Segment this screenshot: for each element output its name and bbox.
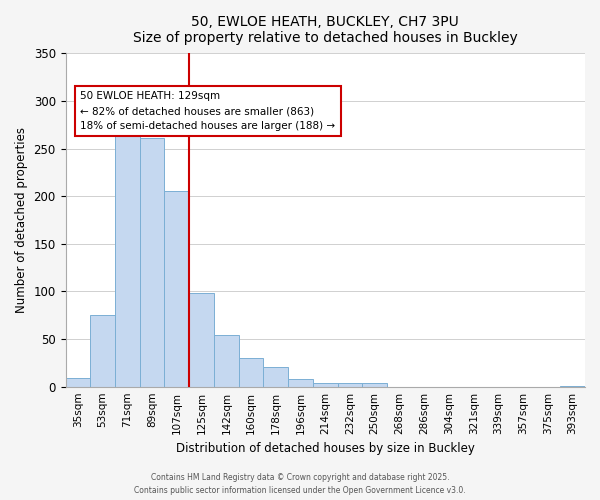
Bar: [263, 366, 288, 386]
Bar: [140, 138, 164, 386]
Bar: [214, 335, 239, 386]
Bar: [338, 383, 362, 386]
Bar: [189, 294, 214, 386]
Bar: [313, 383, 338, 386]
Bar: [115, 112, 140, 386]
Bar: [288, 379, 313, 386]
Bar: [90, 315, 115, 386]
Text: Contains HM Land Registry data © Crown copyright and database right 2025.
Contai: Contains HM Land Registry data © Crown c…: [134, 474, 466, 495]
Text: 50 EWLOE HEATH: 129sqm
← 82% of detached houses are smaller (863)
18% of semi-de: 50 EWLOE HEATH: 129sqm ← 82% of detached…: [80, 92, 335, 131]
Title: 50, EWLOE HEATH, BUCKLEY, CH7 3PU
Size of property relative to detached houses i: 50, EWLOE HEATH, BUCKLEY, CH7 3PU Size o…: [133, 15, 518, 45]
X-axis label: Distribution of detached houses by size in Buckley: Distribution of detached houses by size …: [176, 442, 475, 455]
Bar: [65, 378, 90, 386]
Bar: [164, 192, 189, 386]
Bar: [239, 358, 263, 386]
Y-axis label: Number of detached properties: Number of detached properties: [15, 127, 28, 313]
Bar: [362, 383, 387, 386]
